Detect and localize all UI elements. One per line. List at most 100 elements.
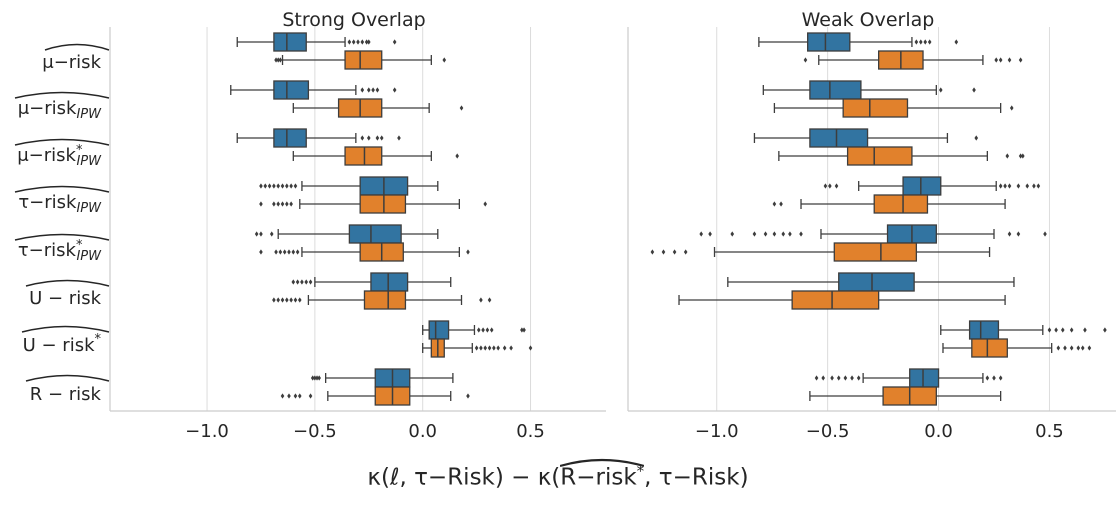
box-orange: [650, 242, 991, 262]
outlier-point: [1056, 345, 1061, 351]
y-label-mu-risk-ipw: μ−riskIPW: [14, 91, 110, 122]
outlier-point: [459, 105, 464, 111]
y-label-tau-risk-ipw: τ−riskIPW: [14, 185, 110, 216]
outlier-point: [1016, 183, 1021, 189]
outlier-point: [1069, 327, 1074, 333]
outlier-point: [985, 375, 990, 381]
box-blue: [753, 128, 979, 148]
x-tick-label: −1.0: [185, 421, 229, 442]
outlier-point: [1005, 153, 1010, 159]
outlier-point: [254, 231, 259, 237]
iqr-box: [359, 194, 407, 214]
y-label-mu-risk-star-ipw: μ−risk* IPW: [14, 138, 110, 169]
y-label-mu-risk: μ−risk: [42, 43, 110, 73]
outlier-point: [781, 231, 786, 237]
iqr-box: [348, 224, 402, 244]
outlier-point: [821, 375, 825, 381]
outlier-point: [661, 249, 666, 255]
x-axis-label: κ(ℓ, τ−Risk) − κ(R−risk*, τ−Risk): [367, 462, 749, 491]
outlier-point: [923, 39, 928, 45]
outlier-point: [1080, 345, 1085, 351]
outlier-point: [291, 279, 296, 285]
outlier-point: [1032, 183, 1036, 189]
box-orange: [773, 98, 1014, 118]
outlier-point: [280, 201, 285, 207]
outlier-point: [856, 375, 861, 381]
outlier-point: [830, 375, 834, 381]
outlier-point: [1025, 183, 1030, 189]
outlier-point: [485, 327, 490, 333]
outlier-point: [366, 135, 371, 141]
outlier-point: [998, 183, 1003, 189]
x-tick-label: −0.5: [293, 421, 337, 442]
outlier-point: [788, 231, 792, 237]
iqr-box: [370, 272, 409, 292]
outlier-point: [1063, 345, 1067, 351]
iqr-box: [273, 128, 307, 148]
outlier-point: [280, 297, 285, 303]
iqr-box: [273, 80, 310, 100]
outlier-point: [313, 375, 317, 381]
outlier-point: [708, 231, 712, 237]
iqr-box: [809, 80, 862, 100]
box-orange: [292, 146, 459, 166]
x-tick-label: 0.5: [516, 421, 545, 442]
iqr-box: [344, 50, 383, 70]
outlier-point: [836, 375, 841, 381]
iqr-box: [428, 320, 450, 340]
outlier-point: [528, 345, 533, 351]
outlier-point: [994, 57, 999, 63]
outlier-point: [919, 39, 923, 45]
outlier-point: [466, 249, 470, 255]
outlier-point: [914, 39, 919, 45]
outlier-point: [455, 153, 459, 159]
box-blue: [940, 320, 1107, 340]
outlier-point: [772, 201, 777, 207]
outlier-point: [272, 201, 276, 207]
outlier-point: [360, 87, 365, 93]
iqr-box: [807, 32, 851, 52]
outlier-point: [259, 231, 263, 237]
x-tick-label: −0.5: [806, 421, 850, 442]
outlier-point: [974, 135, 979, 141]
iqr-box: [833, 242, 918, 262]
outlier-point: [1003, 183, 1007, 189]
outlier-point: [304, 279, 309, 285]
outlier-point: [1069, 345, 1074, 351]
outlier-point: [1036, 183, 1041, 189]
y-label-u-risk-star: U − risk*: [21, 325, 110, 356]
outlier-point: [317, 375, 321, 381]
box-blue: [291, 272, 452, 292]
outlier-point: [730, 231, 735, 237]
box-blue: [259, 176, 439, 196]
outlier-point: [291, 249, 296, 255]
panel-strong-overlap: −1.0 −0.5 0.0 0.5 Strong Overlap: [109, 9, 606, 442]
iqr-box: [842, 98, 909, 118]
panel-weak-overlap: −1.0 −0.5 0.0 0.5 Weak Overlap: [627, 9, 1116, 442]
outlier-point: [278, 57, 283, 63]
outlier-point: [1016, 231, 1021, 237]
outlier-point: [772, 231, 777, 237]
outlier-point: [509, 345, 513, 351]
box-orange: [422, 338, 533, 358]
outlier-point: [650, 249, 655, 255]
outlier-point: [683, 249, 688, 255]
outlier-point: [1060, 327, 1065, 333]
iqr-box: [344, 146, 383, 166]
box-blue: [310, 368, 454, 388]
outlier-point: [280, 183, 285, 189]
outlier-point: [799, 231, 803, 237]
outlier-point: [289, 201, 293, 207]
outlier-point: [375, 135, 380, 141]
outlier-point: [379, 135, 384, 141]
iqr-box: [971, 338, 1008, 358]
box-orange: [778, 146, 1025, 166]
outlier-point: [752, 231, 757, 237]
outlier-point: [828, 183, 832, 189]
outlier-point: [803, 57, 808, 63]
outlier-point: [274, 249, 278, 255]
outlier-point: [1083, 327, 1087, 333]
svg-text:τ−riskIPW: τ−riskIPW: [18, 192, 102, 216]
svg-text:μ−risk*IPW: μ−risk* IPW: [17, 143, 102, 169]
